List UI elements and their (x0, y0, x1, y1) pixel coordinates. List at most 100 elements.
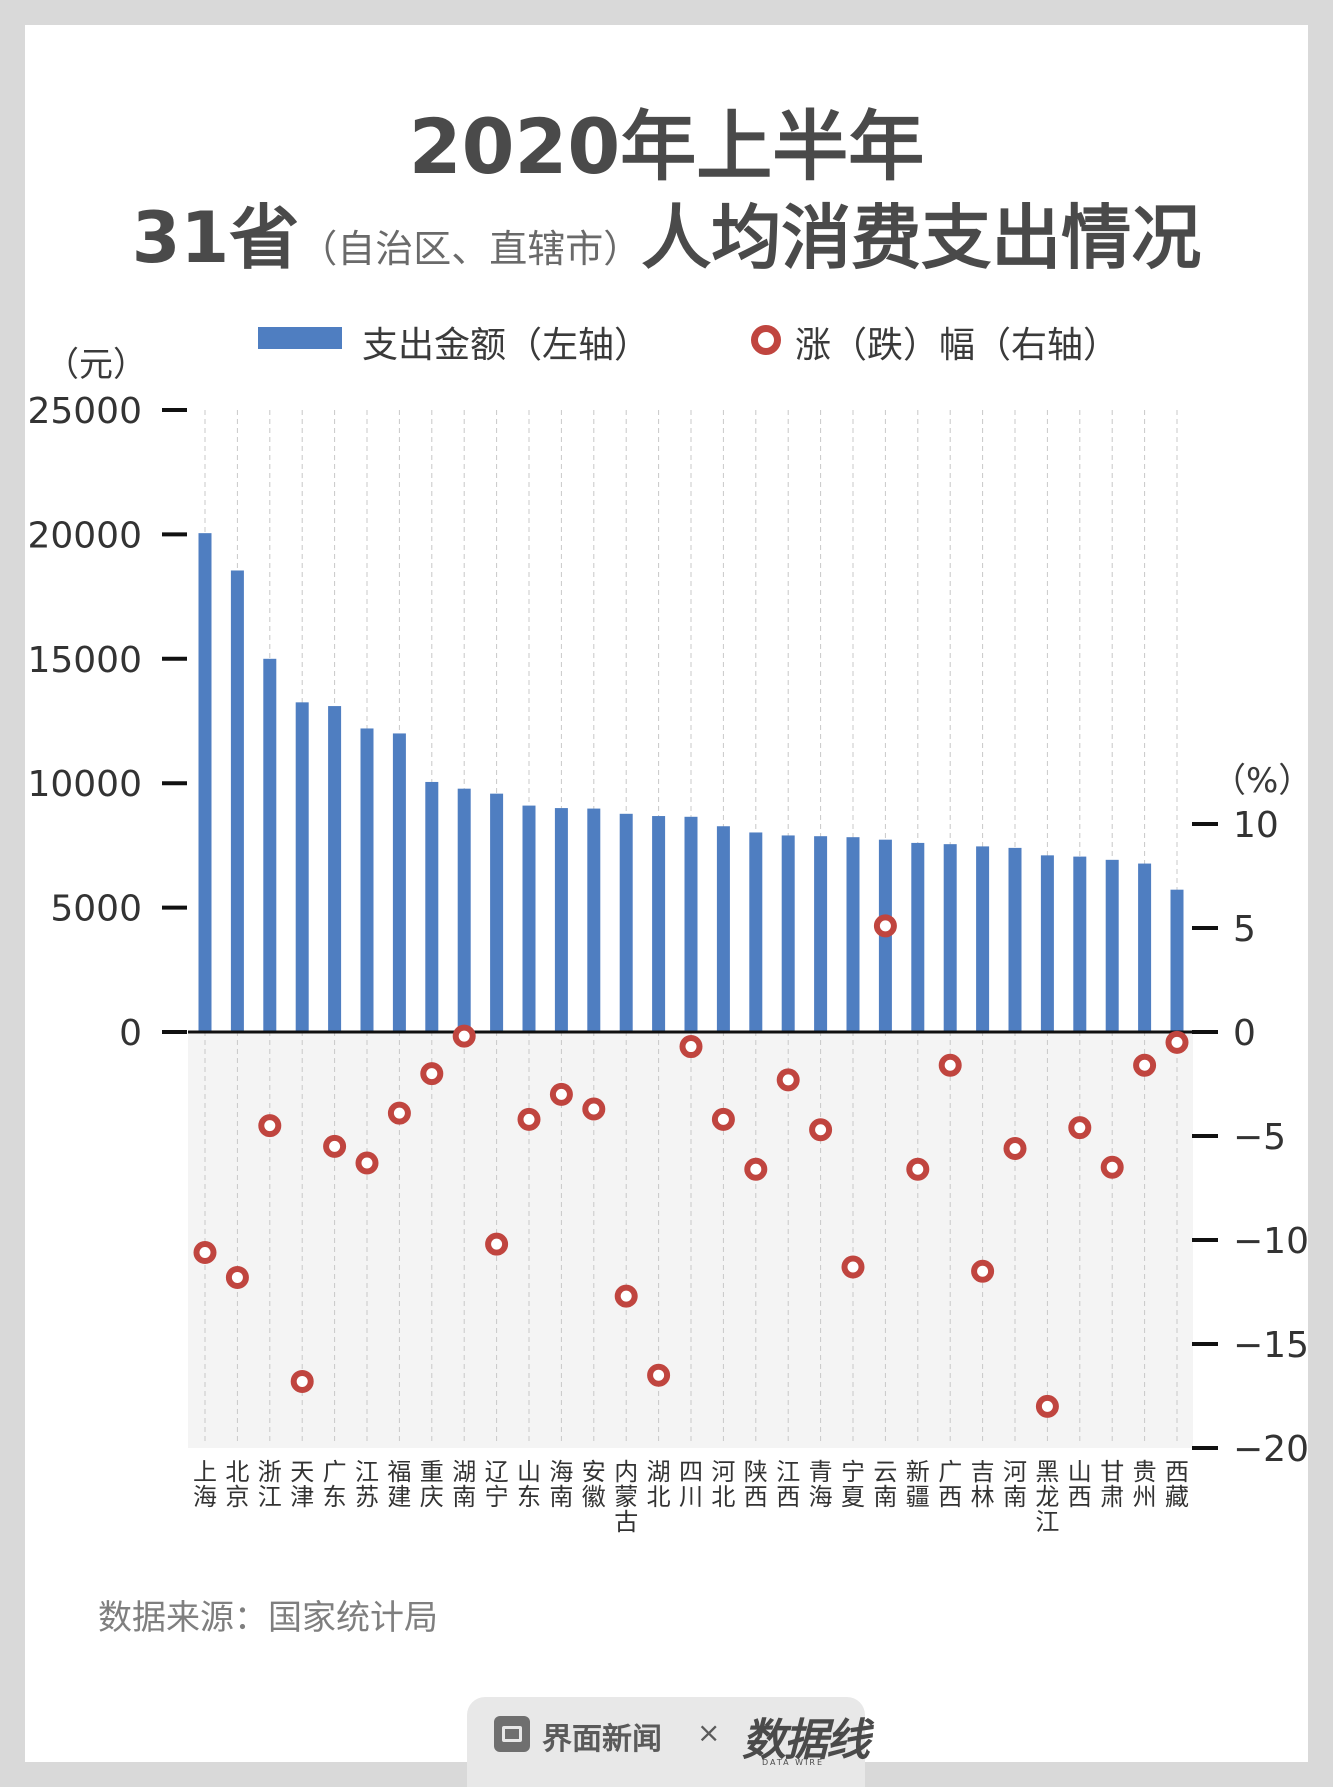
ring-云南 (873, 914, 897, 938)
category-label: 内蒙古 (614, 1458, 638, 1536)
bar-湖北 (652, 816, 666, 1032)
category-label: 甘肃 (1100, 1458, 1124, 1511)
ring-吉林 (971, 1259, 995, 1283)
category-label: 辽宁 (485, 1458, 509, 1511)
ring-宁夏 (841, 1255, 865, 1279)
category-label: 云南 (873, 1458, 897, 1511)
category-label: 北京 (225, 1458, 249, 1511)
right-tick-label: −5 (1233, 1117, 1286, 1158)
data-source: 数据来源：国家统计局 (98, 1598, 438, 1638)
right-tick-label: 0 (1233, 1013, 1256, 1054)
legend-ring-swatch (751, 325, 781, 355)
left-tick-label: 25000 (27, 391, 142, 432)
ring-山东 (517, 1107, 541, 1131)
category-label: 山东 (517, 1458, 541, 1511)
ring-辽宁 (485, 1232, 509, 1256)
right-tick-label: 5 (1233, 909, 1256, 950)
bar-安徽 (587, 808, 601, 1032)
ring-甘肃 (1100, 1155, 1124, 1179)
footer-brand-datawire-sub: DATA WIRE (762, 1758, 825, 1767)
ring-江苏 (355, 1151, 379, 1175)
category-label: 天津 (290, 1458, 314, 1511)
bar-江西 (781, 835, 795, 1032)
ring-河北 (711, 1107, 735, 1131)
category-label: 湖南 (452, 1458, 476, 1511)
category-label: 安徽 (582, 1458, 606, 1511)
ring-贵州 (1133, 1053, 1157, 1077)
bar-吉林 (976, 846, 990, 1032)
left-tick-label: 10000 (27, 764, 142, 805)
category-label: 吉林 (971, 1458, 995, 1511)
bar-广东 (328, 706, 342, 1032)
bar-北京 (230, 570, 244, 1032)
ring-福建 (387, 1101, 411, 1125)
bar-山东 (522, 805, 536, 1032)
ring-山西 (1068, 1116, 1092, 1140)
bar-辽宁 (490, 793, 504, 1032)
right-tick-label: −10 (1233, 1221, 1309, 1262)
bar-浙江 (263, 658, 277, 1032)
category-label: 浙江 (258, 1458, 282, 1511)
category-label: 重庆 (420, 1458, 444, 1511)
title-part-b: 人均消费支出情况 (641, 197, 1202, 279)
left-axis-unit: （元） (45, 345, 147, 385)
footer-brand-jiemian: 界面新闻 (542, 1722, 662, 1757)
title-paren: （自治区、直辖市） (299, 227, 642, 271)
right-tick-label: −20 (1233, 1429, 1309, 1470)
category-label: 新疆 (906, 1458, 930, 1511)
bar-河南 (1008, 847, 1022, 1032)
category-label: 河南 (1003, 1458, 1027, 1511)
bar-江苏 (360, 728, 374, 1032)
ring-天津 (290, 1369, 314, 1393)
category-label: 四川 (679, 1458, 703, 1511)
ring-安徽 (582, 1097, 606, 1121)
ring-上海 (193, 1240, 217, 1264)
category-label: 青海 (809, 1458, 833, 1511)
bar-四川 (684, 816, 698, 1032)
brand-logo-icon (494, 1716, 530, 1752)
chart-title-line1: 2020年上半年 (408, 102, 925, 191)
bar-黑龙江 (1040, 855, 1054, 1032)
right-tick-label: −15 (1233, 1325, 1309, 1366)
footer-separator: × (697, 1716, 721, 1749)
bar-河北 (716, 826, 730, 1032)
category-label: 西藏 (1165, 1458, 1189, 1511)
category-label: 海南 (549, 1458, 573, 1511)
ring-黑龙江 (1035, 1394, 1059, 1418)
category-label: 黑龙江 (1035, 1458, 1059, 1536)
bar-广西 (943, 844, 957, 1032)
category-label: 上海 (193, 1458, 217, 1511)
bar-贵州 (1138, 863, 1152, 1032)
left-tick-label: 15000 (27, 640, 142, 681)
category-label: 江西 (776, 1458, 800, 1511)
bar-内蒙古 (619, 813, 633, 1032)
right-tick-label: 10 (1233, 805, 1279, 846)
ring-广西 (938, 1053, 962, 1077)
left-tick-label: 0 (119, 1013, 142, 1054)
ring-广东 (323, 1134, 347, 1158)
bar-重庆 (425, 781, 439, 1032)
brand-logo-frame-icon (502, 1726, 522, 1742)
category-label: 山西 (1068, 1458, 1092, 1511)
ring-北京 (225, 1265, 249, 1289)
category-label: 贵州 (1133, 1458, 1157, 1511)
bar-新疆 (911, 842, 925, 1032)
ring-河南 (1003, 1136, 1027, 1160)
ring-西藏 (1165, 1030, 1189, 1054)
category-label: 陕西 (744, 1458, 768, 1511)
ring-湖北 (647, 1363, 671, 1387)
bar-湖南 (457, 788, 471, 1032)
legend-bar-label: 支出金额（左轴） (362, 325, 651, 366)
bar-陕西 (749, 832, 763, 1032)
category-label: 河北 (711, 1458, 735, 1511)
ring-湖南 (452, 1024, 476, 1048)
category-label: 江苏 (355, 1458, 379, 1511)
bar-山西 (1073, 856, 1087, 1032)
bar-海南 (554, 808, 568, 1032)
category-label: 广西 (938, 1458, 962, 1511)
bar-天津 (295, 702, 309, 1032)
ring-内蒙古 (614, 1284, 638, 1308)
ring-重庆 (420, 1062, 444, 1086)
ring-青海 (809, 1118, 833, 1142)
